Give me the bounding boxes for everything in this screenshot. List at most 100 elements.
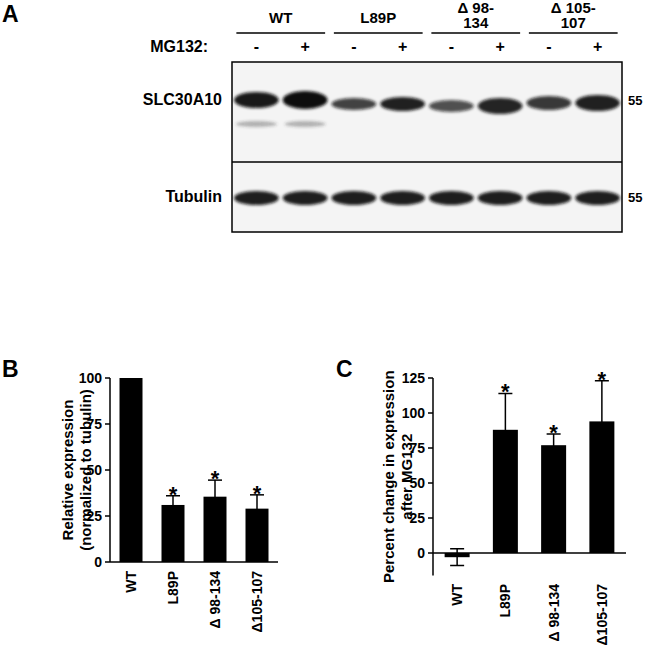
blot-band: [478, 191, 523, 205]
blot-band: [234, 92, 279, 108]
x-axis: [433, 552, 626, 554]
y-tick: [105, 377, 110, 379]
blot-band: [526, 191, 571, 205]
x-tick-label: Δ105-107: [594, 584, 610, 646]
blot-band: [283, 91, 328, 109]
blot-band: [380, 191, 425, 205]
blot-band: [575, 191, 620, 205]
x-tick-label: Δ 98-134: [546, 584, 562, 642]
blot-band: [380, 97, 425, 111]
marks: [120, 378, 269, 562]
blot-band: [331, 98, 376, 110]
error-cap: [450, 548, 464, 550]
group-underline: [236, 32, 325, 34]
y-axis-title: after MG132: [398, 434, 415, 520]
row-label: Tubulin: [165, 188, 222, 205]
bar: [541, 445, 566, 553]
error-cap: [498, 465, 512, 467]
panel-label: B: [2, 356, 19, 382]
blot-band-faint: [285, 121, 326, 127]
y-tick-label: 100: [79, 370, 103, 386]
error-bar: [450, 549, 464, 566]
y-axis: [432, 378, 434, 575]
error-cap: [547, 456, 561, 458]
y-tick-label: 0: [94, 554, 102, 570]
blot-band: [234, 191, 279, 205]
significance-mark: *: [169, 482, 178, 507]
treatment-sign: -: [449, 38, 454, 55]
blot-band: [478, 98, 523, 114]
y-tick: [428, 377, 433, 379]
blot-band-faint: [236, 121, 277, 127]
y-tick: [105, 469, 110, 471]
error-cap: [208, 512, 222, 514]
blot-band: [526, 96, 571, 110]
error-line: [456, 549, 458, 566]
y-tick: [428, 482, 433, 484]
bar-chart: ***0255075100125Percent change in expres…: [380, 367, 626, 646]
treatment-sign: -: [546, 38, 551, 55]
size-marker: 55: [628, 190, 642, 205]
panel-label: C: [336, 356, 353, 382]
blot-panel: WT-+L89P-+Δ 98-134-+Δ 105-107-+MG132:SLC…: [143, 0, 643, 232]
marks: [445, 381, 615, 566]
y-axis-title: (normalized to tubulin): [77, 389, 94, 551]
significance-mark: *: [253, 481, 262, 506]
significance-mark: *: [598, 367, 607, 392]
bar: [120, 378, 143, 562]
blot-band: [283, 191, 328, 205]
bar: [162, 505, 185, 562]
blot-band: [429, 191, 474, 205]
blot-band: [331, 191, 376, 205]
blot-divider: [232, 161, 622, 163]
treatment-sign: -: [351, 38, 356, 55]
significance-mark: *: [549, 420, 558, 445]
row-label: SLC30A10: [143, 91, 222, 108]
group-label: L89P: [360, 9, 396, 26]
y-tick-label: 100: [402, 405, 426, 421]
group-underline: [529, 32, 618, 34]
treatment-sign: +: [300, 38, 309, 55]
group-label: 107: [561, 14, 586, 31]
x-tick-label: Δ105-107: [249, 571, 265, 633]
y-tick: [105, 515, 110, 517]
blot-frame: [232, 62, 622, 232]
size-marker: 55: [628, 93, 642, 108]
significance-mark: *: [211, 466, 220, 491]
treatment-sign: +: [398, 38, 407, 55]
y-tick-label: 0: [417, 545, 425, 561]
error-bar: [595, 381, 609, 462]
figure: ABCWT-+L89P-+Δ 98-134-+Δ 105-107-+MG132:…: [0, 0, 656, 669]
y-tick: [428, 447, 433, 449]
y-axis-title: Percent change in expression: [380, 370, 397, 583]
y-tick: [428, 517, 433, 519]
y-tick: [428, 412, 433, 414]
panel-label: A: [2, 1, 19, 27]
y-tick: [105, 561, 110, 563]
error-line: [601, 381, 603, 462]
y-tick: [428, 552, 433, 554]
error-cap: [124, 378, 138, 380]
group-underline: [431, 32, 520, 34]
x-tick-label: WT: [449, 584, 465, 606]
x-tick-label: Δ 98-134: [207, 571, 223, 629]
treatment-label: MG132:: [150, 38, 208, 55]
error-cap: [250, 522, 264, 524]
y-tick-label: 125: [402, 370, 426, 386]
error-cap: [166, 513, 180, 515]
error-cap: [450, 565, 464, 567]
x-axis: [110, 561, 278, 563]
blot-band: [429, 100, 474, 112]
x-tick-label: L89P: [165, 571, 181, 604]
bar-chart: ***0255075100Relative expression(normali…: [59, 370, 278, 632]
y-axis-title: Relative expression: [59, 400, 76, 541]
error-cap: [595, 461, 609, 463]
treatment-sign: +: [593, 38, 602, 55]
x-tick-label: L89P: [497, 584, 513, 617]
treatment-sign: +: [495, 38, 504, 55]
error-bar: [124, 378, 138, 379]
group-label: WT: [269, 9, 292, 26]
x-tick-label: WT: [123, 571, 139, 593]
significance-mark: *: [501, 379, 510, 404]
blot-band: [575, 95, 620, 111]
